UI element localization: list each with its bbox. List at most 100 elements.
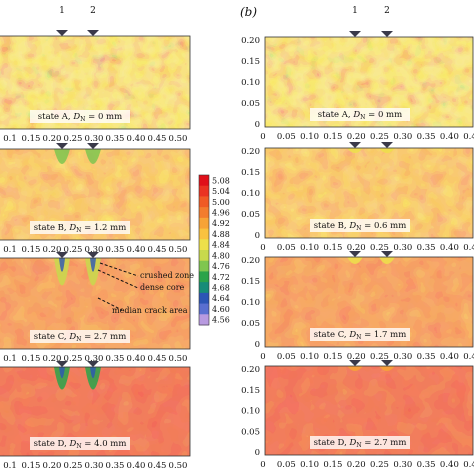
- left-panel-2-damage-zone-2: [85, 149, 101, 164]
- right-panel-4-indenter-1: [349, 360, 361, 366]
- left-panel-4-xtick: 0.45: [148, 461, 167, 471]
- left-panel-4: state D, DN = 4.0 mm0.1 0.15 0.20 0.25 0.30 0…: [0, 361, 191, 471]
- colorbar-swatch: [199, 207, 209, 219]
- colorbar-label: 4.76: [212, 262, 230, 271]
- right-panel-2-ytick: 0.15: [241, 168, 260, 178]
- right-panel-3-xtick: 0.45: [463, 352, 474, 362]
- colorbar-label: 5.00: [212, 198, 230, 207]
- right-panel-4-frame: [264, 365, 474, 456]
- left-panel-4-label-bg: [30, 437, 130, 450]
- colorbar-label: 4.64: [212, 294, 230, 303]
- left-panel-4-frame: [0, 366, 191, 457]
- right-panel-1-ytick: 0.15: [241, 57, 260, 67]
- left-panel-1: state A, DN = 0 mm 0.1 0.15 0.20 0.25 0.30 0.3…: [0, 30, 191, 144]
- left-panel-3-state-label: state C, DN = 2.7 mm: [34, 332, 127, 343]
- right-panel-2-xtick: 0: [260, 243, 265, 253]
- left-panel-2-xtick: 0.30: [85, 245, 104, 255]
- colorbar-swatch: [199, 250, 209, 262]
- right-panel-1-ytick: 0.20: [241, 36, 260, 46]
- left-panel-3-indenter-2: [87, 252, 99, 258]
- right-panel-1-label-bg: [310, 108, 410, 121]
- left-panel-3-xtick: 0.20: [43, 354, 62, 364]
- right-panel-1-xtick: 0.35: [417, 132, 436, 142]
- left-panel-1-xtick: 0.25: [64, 134, 83, 144]
- colorbar-swatch: [199, 228, 209, 240]
- right-panel-3-ytick: 0: [255, 340, 260, 350]
- right-panel-3-ytick: 0.05: [241, 319, 260, 329]
- right-panel-1-ytick: 0.10: [241, 78, 260, 88]
- left-panel-1-xtick: 0.35: [106, 134, 125, 144]
- right-panel-1-frame: [264, 36, 474, 128]
- colorbar-label: 4.92: [212, 219, 230, 228]
- right-panel-2-ytick: 0: [255, 231, 260, 241]
- left-panel-1-indenter-1: [56, 30, 68, 36]
- left-panel-3-xtick: 0.25: [64, 354, 83, 364]
- right-panel-2-xtick: 0.20: [347, 243, 366, 253]
- left-panel-4-indenter-2: [87, 361, 99, 367]
- left-panel-1-frame: [0, 35, 191, 130]
- left-panel-2-indenter-1: [56, 143, 68, 149]
- right-panel-4-xtick: 0.30: [393, 460, 412, 470]
- left-panel-4-dense-core-2: [90, 367, 96, 379]
- right-panel-4-state-label: state D, DN = 2.7 mm: [314, 438, 407, 449]
- right-panel-4-ytick: 0.05: [241, 427, 260, 437]
- right-panel-2-indenter-1: [349, 142, 361, 148]
- right-panel-3-indenter-1: [349, 251, 361, 257]
- left-panel-2: state B, DN = 1.2 mm0.1 0.15 0.20 0.25 0.30 0…: [0, 143, 191, 255]
- right-panel-1-indenter-1: [349, 31, 361, 37]
- right-panel-1-xtick: 0.45: [463, 132, 474, 142]
- left-panel-1-xtick: 0.15: [22, 134, 41, 144]
- right-panel-2-indenter-2: [381, 142, 393, 148]
- right-panel-2-xtick: 0.35: [417, 243, 436, 253]
- left-panel-1-xtick: 0.20: [43, 134, 62, 144]
- left-panel-1-xtick: 0.1: [3, 134, 17, 144]
- right-panel-2-xtick: 0.25: [370, 243, 389, 253]
- left-panel-4-xtick: 0.20: [43, 461, 62, 471]
- right-panel-3-xtick: 0.05: [277, 352, 296, 362]
- left-panel-3-indenter-1: [56, 252, 68, 258]
- colorbar-label: 4.56: [212, 316, 230, 325]
- right-panel-3-frame: [264, 256, 474, 348]
- left-panel-2-xtick: 0.25: [64, 245, 83, 255]
- indenter-label-left-1: 1: [59, 6, 65, 16]
- left-panels: state A, DN = 0 mm0.1 0.15 0.20 0.25 0.30 0.3…: [0, 30, 191, 471]
- right-panel-4-xtick: 0.25: [370, 460, 389, 470]
- colorbar-swatch: [199, 303, 209, 315]
- right-panel-4-ytick: 0.10: [241, 407, 260, 417]
- right-panel-4-xtick: 0.05: [277, 460, 296, 470]
- left-panel-2-xtick: 0.20: [43, 245, 62, 255]
- left-panel-4-xtick: 0.30: [85, 461, 104, 471]
- colorbar-swatch: [199, 185, 209, 197]
- right-panel-3: state C, DN = 1.7 mm 0 0.05 0.10 0.15 0.20 0.2…: [241, 251, 474, 362]
- right-panel-2-damage-zone-1: [347, 148, 363, 153]
- right-panel-4-ytick: 0.15: [241, 386, 260, 396]
- right-panel-2-frame: [264, 147, 474, 239]
- right-panel-2-ytick: 0.10: [241, 189, 260, 199]
- right-panel-2-xtick: 0.30: [393, 243, 412, 253]
- left-panel-2-xtick: 0.15: [22, 245, 41, 255]
- colorbar-swatch: [199, 217, 209, 230]
- colorbar-swatch: [199, 239, 209, 251]
- right-panel-2-ytick: 0.05: [241, 210, 260, 220]
- left-panel-2-damage-zone-1: [54, 149, 70, 164]
- annotation-dense-core: dense core: [140, 283, 185, 292]
- right-panel-4-xtick: 0.35: [417, 460, 436, 470]
- left-panel-3-xtick: 0.15: [22, 354, 41, 364]
- left-panel-3-xtick: 0.1: [3, 354, 17, 364]
- right-panel-2-xtick: 0.10: [300, 243, 319, 253]
- left-panel-4-xtick: 0.35: [106, 461, 125, 471]
- annotation-line-dense: [97, 269, 139, 289]
- right-panel-1-xtick: 0.30: [393, 132, 412, 142]
- right-panel-3-xtick: 0.30: [393, 352, 412, 362]
- right-panel-1-xtick: 0: [260, 132, 265, 142]
- indenter-label-left-2: 2: [90, 6, 96, 16]
- left-panel-2-xtick: 0.45: [148, 245, 167, 255]
- right-panel-1-ytick: 0: [255, 120, 260, 130]
- right-panel-4-xtick: 0.20: [347, 460, 366, 470]
- colorbar-label: 4.88: [212, 230, 230, 239]
- right-panel-3-xtick: 0: [260, 352, 265, 362]
- right-panel-1-indenter-2: [381, 31, 393, 37]
- right-panel-4-xtick: 0.15: [323, 460, 342, 470]
- right-panel-4-xtick: 0.40: [440, 460, 459, 470]
- right-panel-1-xtick: 0.15: [323, 132, 342, 142]
